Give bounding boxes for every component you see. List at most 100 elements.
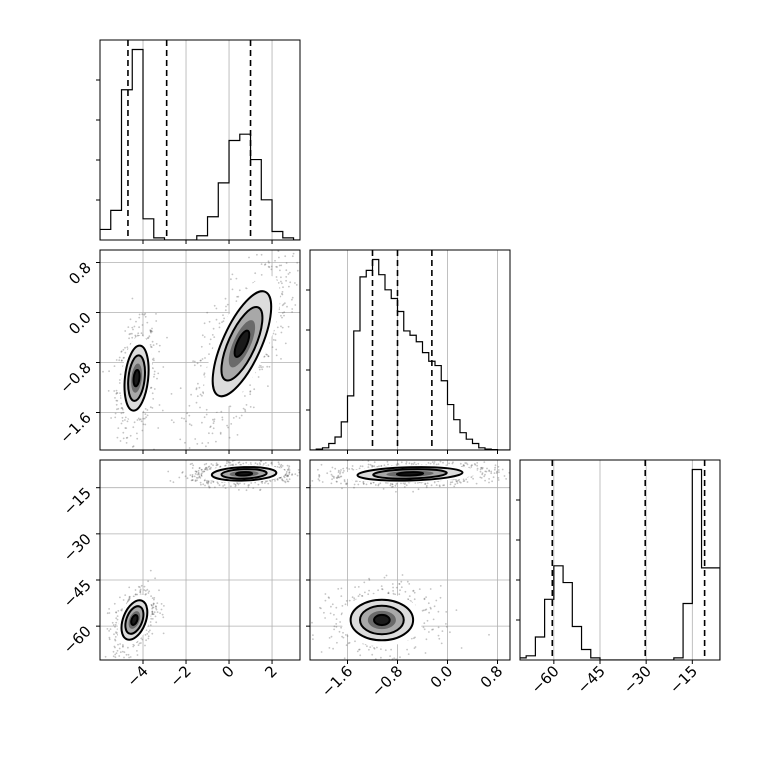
scatter-point [281,479,284,481]
scatter-point [112,655,115,658]
scatter-point [139,418,142,421]
scatter-point [191,475,194,478]
scatter-point [511,463,513,465]
scatter-point [116,661,118,663]
scatter-point [294,473,297,475]
scatter-point [320,463,323,466]
scatter-point [198,386,201,389]
scatter-point [198,467,201,469]
scatter-point [121,416,124,419]
scatter-point [238,417,241,419]
scatter-point [108,608,110,610]
scatter-point [224,297,227,300]
histogram-bar [379,275,385,450]
scatter-point [122,357,125,359]
scatter-point [200,472,203,475]
scatter-point [206,469,209,471]
scatter-point [383,576,386,579]
scatter-point [210,463,213,465]
scatter-point [401,574,404,576]
scatter-point [281,282,283,285]
scatter-point [354,640,356,643]
scatter-point [357,586,360,588]
scatter-point [201,470,204,473]
scatter-point [147,580,150,583]
scatter-point [398,583,401,585]
scatter-point [292,252,295,255]
scatter-point [124,346,126,349]
scatter-point [261,368,264,371]
scatter-point [275,348,278,351]
scatter-point [162,366,165,368]
scatter-point [343,479,346,481]
scatter-point [302,469,304,471]
scatter-point [143,313,146,316]
scatter-point [263,463,265,465]
scatter-point [215,307,218,310]
scatter-point [426,482,429,485]
scatter-point [116,399,119,402]
scatter-point [413,591,416,594]
scatter-point [247,484,250,487]
scatter-point [149,624,152,626]
scatter-point [328,637,331,639]
scatter-point [153,611,156,614]
scatter-point [198,476,201,478]
y-tick-label: −30 [60,530,95,565]
scatter-point [123,669,125,671]
scatter-point [288,471,291,474]
scatter-point [128,598,130,600]
scatter-point [288,469,291,471]
scatter-point [216,464,219,466]
scatter-point [283,476,286,479]
scatter-point [115,632,118,635]
scatter-point [336,477,338,480]
scatter-point [391,483,394,486]
scatter-point [119,596,121,599]
scatter-point [348,468,351,470]
scatter-point [200,345,203,348]
scatter-point [202,391,204,394]
scatter-point [261,482,264,484]
scatter-point [476,462,479,464]
scatter-point [209,338,212,341]
scatter-point [130,482,132,484]
scatter-point [485,470,488,473]
scatter-point [323,611,325,614]
scatter-point [428,631,430,633]
scatter-panel-p1-p2: −1.6 −0.8 0.0 0.8 [306,459,513,701]
scatter-point [219,465,222,468]
scatter-point [201,358,204,360]
scatter-point [154,615,157,618]
scatter-point [127,662,129,664]
scatter-point [212,480,215,483]
scatter-point [274,259,276,262]
scatter-point [481,473,484,476]
histogram-bar [354,331,360,450]
scatter-point [343,480,346,483]
scatter-point [279,465,282,467]
scatter-point [403,483,406,485]
scatter-point [128,595,131,598]
scatter-point [114,397,116,399]
scatter-point [430,484,433,487]
scatter-point [149,330,152,333]
scatter-point [235,415,238,418]
scatter-point [236,295,239,298]
scatter-point [449,481,452,484]
scatter-point [106,628,109,630]
scatter-point [205,445,207,448]
scatter-point [414,636,416,639]
scatter-point [156,602,159,604]
scatter-point [148,335,151,338]
scatter-point [192,360,195,362]
scatter-point [121,650,124,653]
scatter-point [470,476,473,479]
x-tick-label: −4 [123,662,151,690]
scatter-point [196,443,199,445]
scatter-point [238,461,241,464]
scatter-point [288,473,291,475]
scatter-point [267,355,270,358]
scatter-point [358,467,361,470]
scatter-point [387,591,390,594]
